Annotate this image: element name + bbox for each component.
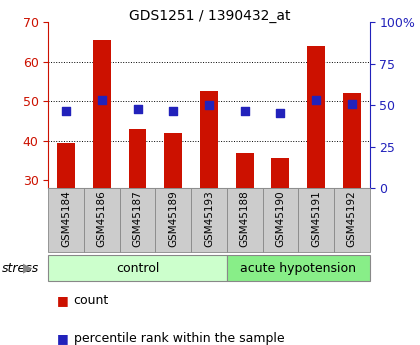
Point (241, 108, 248, 114)
Point (134, 106, 141, 111)
Bar (48, 255, 227, 281)
Bar (200, 91, 218, 188)
Text: GDS1251 / 1390432_at: GDS1251 / 1390432_at (129, 9, 291, 23)
Text: control: control (116, 262, 159, 275)
Point (277, 110, 284, 116)
Text: percentile rank within the sample: percentile rank within the sample (74, 332, 284, 345)
Text: GSM45186: GSM45186 (97, 190, 107, 247)
Text: count: count (74, 294, 109, 307)
Bar (84, 188, 120, 252)
Text: ■: ■ (57, 332, 68, 345)
Bar (227, 255, 370, 281)
Text: acute hypotension: acute hypotension (240, 262, 356, 275)
Text: GSM45184: GSM45184 (61, 190, 71, 247)
Text: GSM45190: GSM45190 (276, 190, 285, 247)
Point (63, 108, 70, 114)
Bar (48, 188, 84, 252)
Bar (271, 158, 289, 188)
Text: GSM45191: GSM45191 (311, 190, 321, 247)
Point (312, 98, 319, 103)
Point (98, 98, 105, 103)
Text: GSM45187: GSM45187 (133, 190, 142, 247)
Point (170, 108, 177, 114)
Bar (164, 133, 182, 188)
Text: ■: ■ (57, 294, 68, 307)
Text: GSM45188: GSM45188 (240, 190, 249, 247)
Point (206, 102, 212, 108)
Point (349, 101, 355, 106)
Text: ▶: ▶ (23, 262, 32, 275)
Text: GSM45189: GSM45189 (168, 190, 178, 247)
Bar (93, 40, 111, 188)
Text: stress: stress (2, 262, 39, 275)
Text: GSM45193: GSM45193 (204, 190, 214, 247)
Bar (298, 188, 334, 252)
Text: GSM45192: GSM45192 (347, 190, 357, 247)
Bar (120, 188, 155, 252)
Bar (262, 188, 298, 252)
Bar (227, 188, 262, 252)
Bar (334, 188, 370, 252)
Bar (155, 188, 191, 252)
Bar (191, 188, 227, 252)
Bar (57, 143, 75, 188)
Bar (343, 93, 361, 188)
Bar (307, 46, 325, 188)
Bar (236, 152, 254, 188)
Bar (129, 129, 147, 188)
